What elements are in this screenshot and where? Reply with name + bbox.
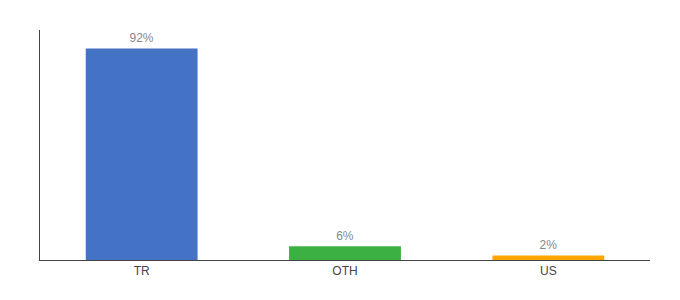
- svg-text:6%: 6%: [336, 229, 354, 243]
- svg-text:92%: 92%: [129, 31, 153, 45]
- svg-text:US: US: [540, 264, 557, 278]
- svg-text:OTH: OTH: [332, 264, 357, 278]
- svg-text:2%: 2%: [539, 238, 557, 252]
- svg-text:TR: TR: [134, 264, 150, 278]
